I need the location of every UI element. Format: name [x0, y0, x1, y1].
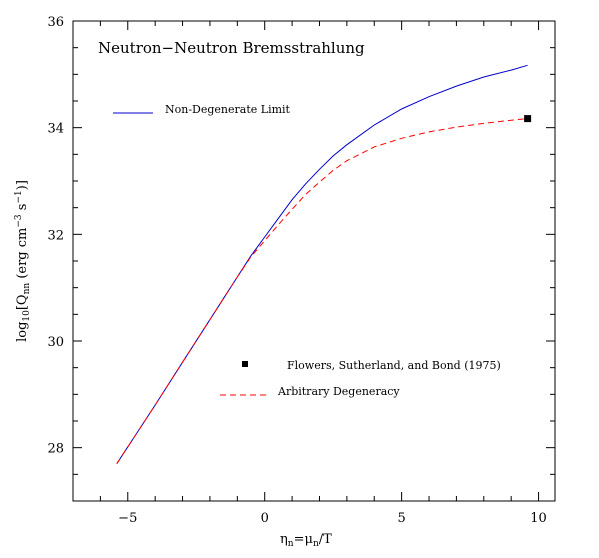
series-line-0 — [116, 64, 528, 464]
plot-frame — [72, 20, 556, 502]
chart-title: Neutron−Neutron Bremsstrahlung — [98, 39, 365, 57]
y-tick-label: 34 — [47, 122, 64, 137]
x-tick-label: 5 — [397, 511, 405, 526]
y-tick-label: 32 — [47, 228, 64, 243]
series-line-1 — [116, 118, 528, 464]
x-tick-label: 0 — [261, 511, 269, 526]
y-axis-label: log10[Qnn (erg cm−3 s−1)] — [14, 180, 32, 342]
data-point-square — [524, 115, 532, 123]
legend-label: Flowers, Sutherland, and Bond (1975) — [287, 359, 501, 372]
y-tick-label: 36 — [47, 15, 64, 30]
legend-label: Arbitrary Degeneracy — [277, 385, 400, 398]
series-layer — [116, 64, 532, 464]
legend-marker-square — [242, 361, 248, 367]
y-tick-label: 30 — [47, 335, 64, 350]
x-tick-label: −5 — [118, 511, 137, 526]
axis-ticks: −5 0 5 10 28 30 32 34 36 — [47, 15, 555, 526]
x-axis-label: ηn=μn/T — [280, 532, 332, 549]
x-tick-label: 10 — [530, 511, 547, 526]
y-tick-label: 28 — [47, 442, 64, 457]
legend: Non-Degenerate Limit Flowers, Sutherland,… — [113, 103, 501, 398]
legend-label: Non-Degenerate Limit — [165, 103, 291, 116]
